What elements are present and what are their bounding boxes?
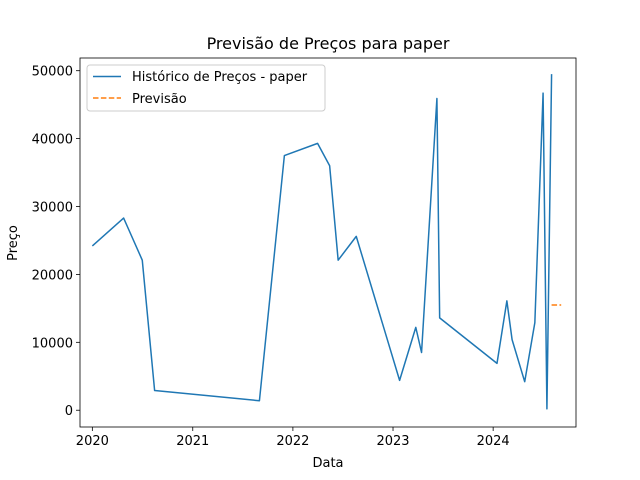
y-tick-label: 30000 <box>32 201 73 216</box>
x-tick-label: 2023 <box>376 434 409 449</box>
legend-label-historico: Histórico de Preços - paper <box>132 70 308 85</box>
series-line-historico <box>91 74 553 410</box>
plot-area <box>79 57 577 428</box>
legend-label-previsao: Previsão <box>132 92 187 107</box>
x-tick-label: 2021 <box>176 434 209 449</box>
chart-title: Previsão de Preços para paper <box>207 34 450 53</box>
y-tick-label: 0 <box>65 404 73 419</box>
x-tick-label: 2022 <box>276 434 309 449</box>
y-axis-ticks: 0 10000 20000 30000 40000 50000 <box>32 65 80 419</box>
x-axis-ticks: 2020 2021 2022 2023 2024 <box>76 427 510 449</box>
y-axis-title: Preço <box>6 225 21 261</box>
x-tick-label: 2024 <box>477 434 510 449</box>
x-axis-title: Data <box>312 456 343 471</box>
y-tick-label: 20000 <box>32 268 73 283</box>
x-tick-label: 2020 <box>76 434 109 449</box>
y-tick-label: 10000 <box>32 336 73 351</box>
legend-box <box>86 64 326 112</box>
axes-frame <box>79 57 577 428</box>
y-tick-label: 50000 <box>32 65 73 80</box>
series-layer <box>91 74 562 410</box>
y-tick-label: 40000 <box>32 133 73 148</box>
legend: Histórico de Preços - paper Previsão <box>86 64 326 112</box>
